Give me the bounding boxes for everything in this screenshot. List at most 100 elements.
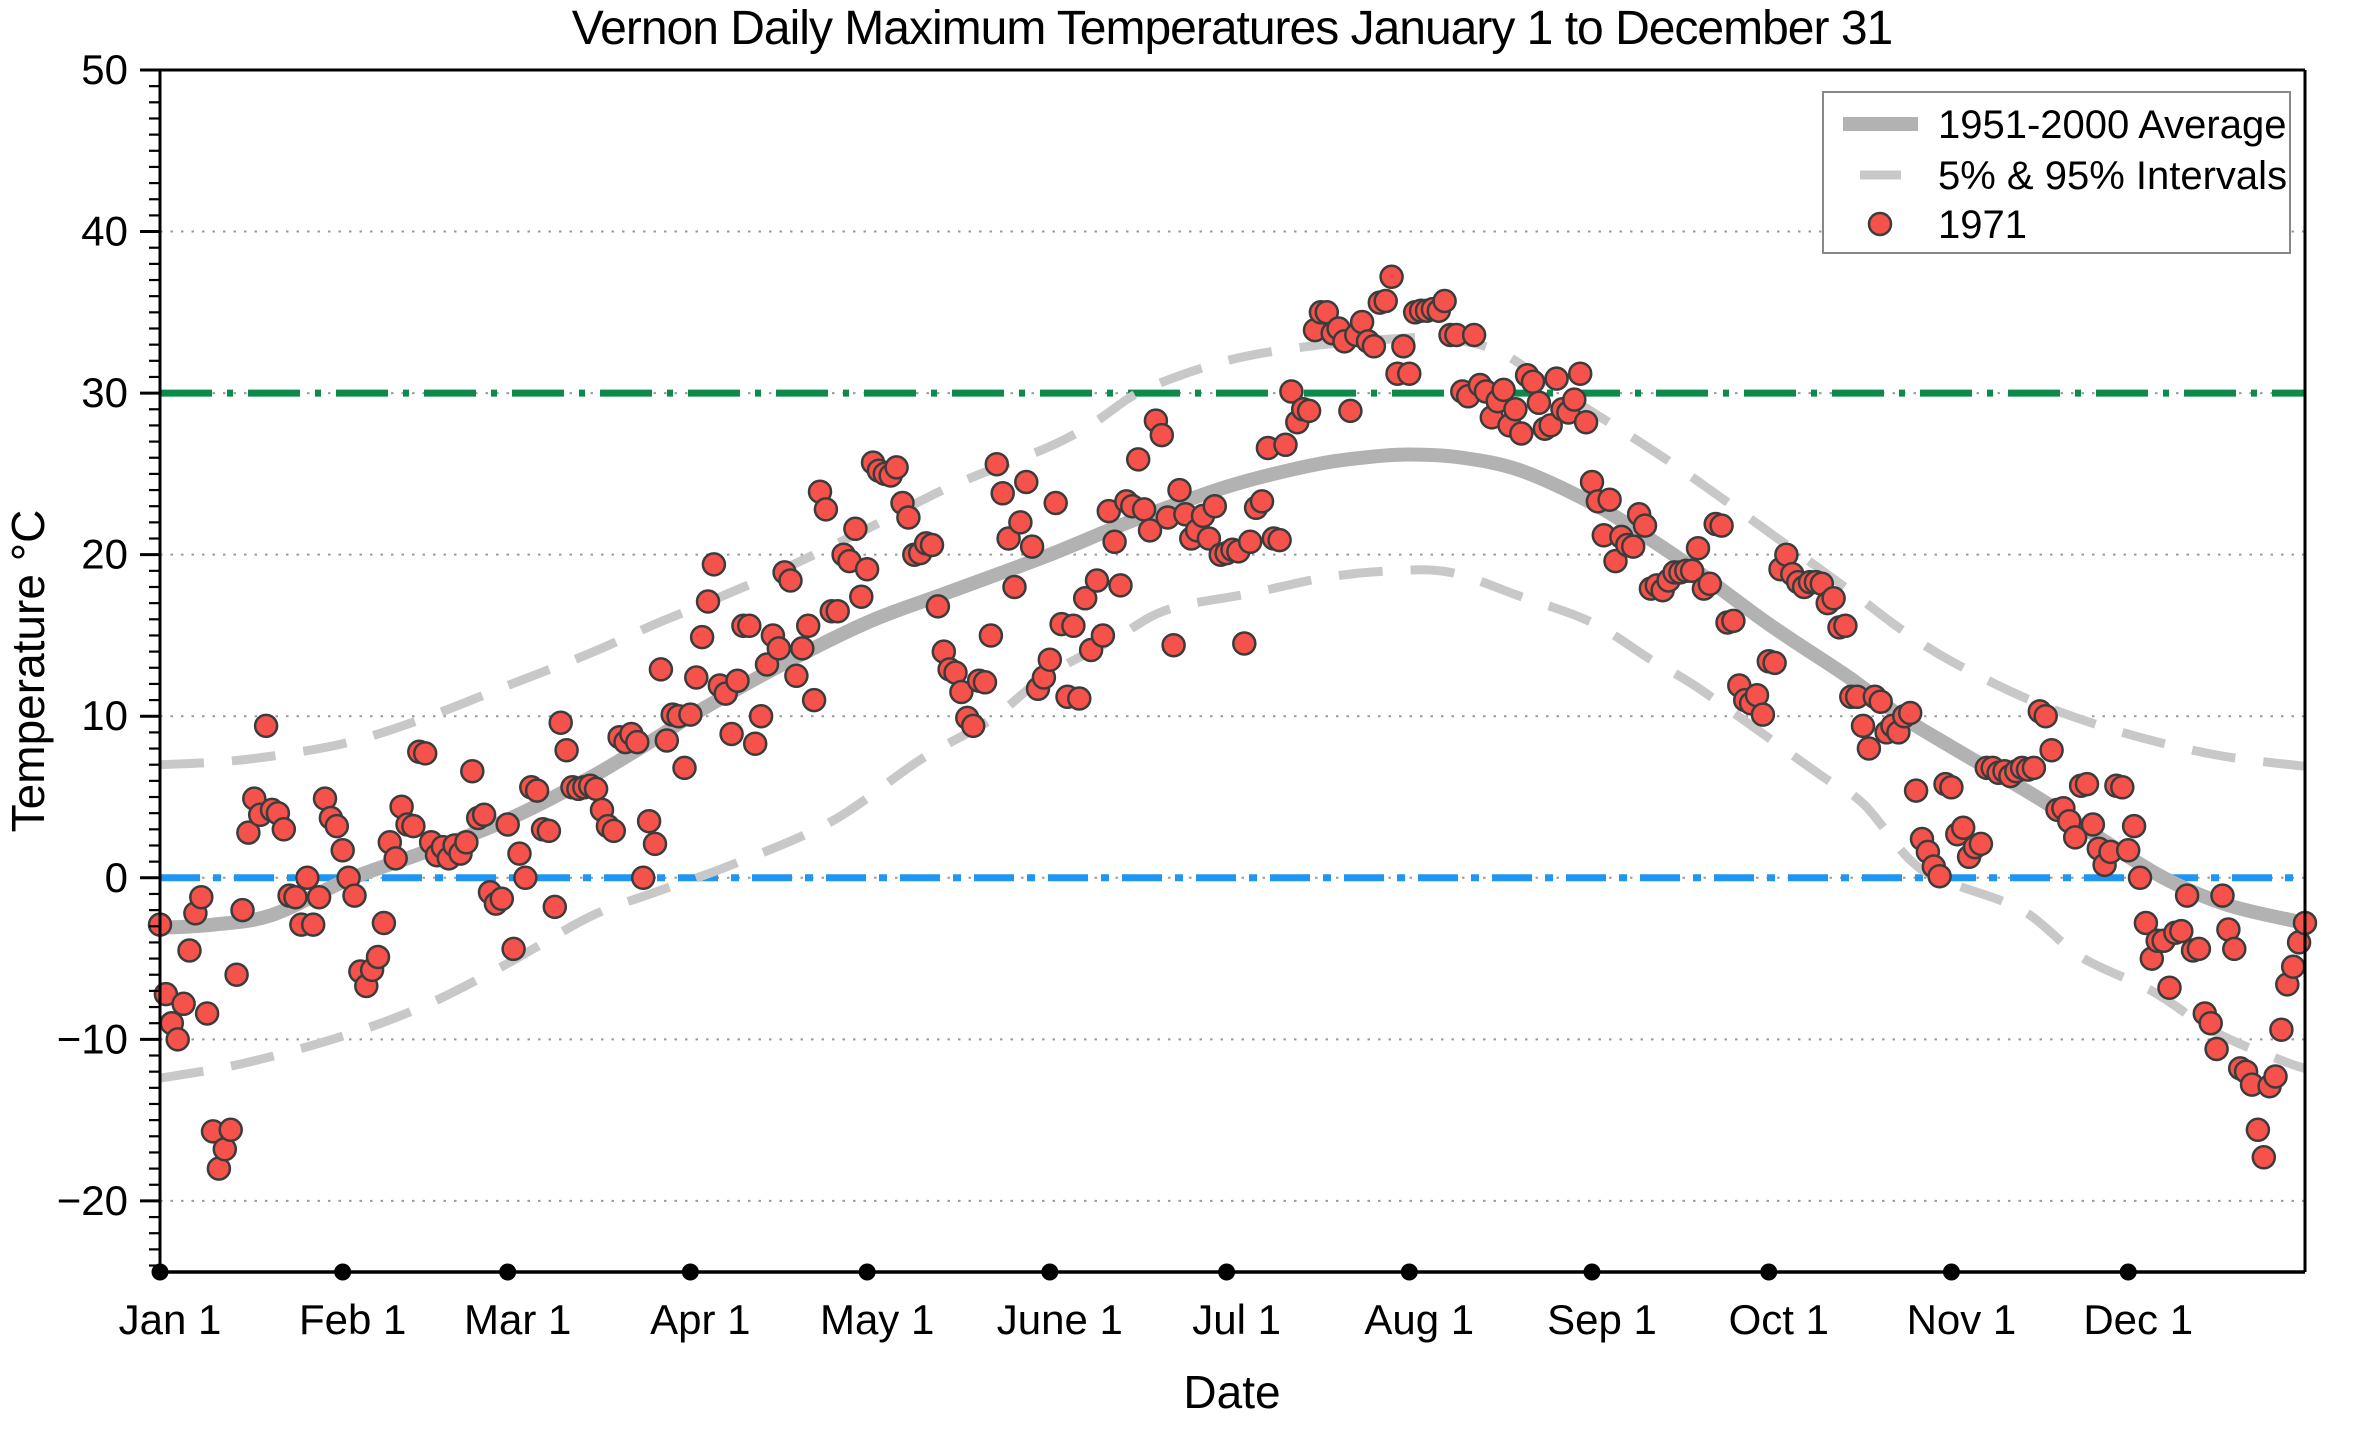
daily-max-point: [1927, 863, 1952, 889]
daily-max-point: [1397, 361, 1422, 386]
daily-max-point: [1296, 398, 1322, 424]
y-tick-label: 0: [105, 854, 128, 901]
daily-max-point: [996, 526, 1021, 551]
daily-max-point: [1750, 702, 1776, 727]
daily-max-point: [1014, 469, 1039, 495]
daily-max-point: [1067, 686, 1092, 711]
daily-max-point: [412, 741, 438, 766]
legend: 1951-2000 Average 5% & 95% Intervals 197…: [1822, 91, 2291, 254]
daily-max-point: [678, 702, 703, 727]
daily-max-point: [2121, 813, 2147, 839]
daily-max-point: [2039, 737, 2064, 763]
daily-max-point: [342, 883, 367, 908]
daily-max-point: [1267, 527, 1292, 553]
daily-max-point: [919, 532, 945, 558]
daily-max-point: [625, 729, 650, 755]
daily-max-point: [548, 710, 573, 735]
daily-max-point: [1102, 529, 1127, 555]
daily-max-point: [1856, 736, 1882, 761]
daily-max-point: [495, 812, 520, 837]
month-tick-label: Oct 1: [1729, 1296, 1829, 1343]
daily-max-point: [1379, 264, 1404, 290]
gridlines-layer: [160, 230, 2305, 1202]
daily-max-point: [2074, 771, 2100, 797]
daily-max-point: [1603, 548, 1628, 574]
daily-max-point: [507, 841, 532, 866]
average-curve: [153, 447, 2312, 935]
daily-max-point: [1509, 421, 1534, 446]
daily-max-point: [742, 731, 768, 756]
daily-max-point: [2222, 936, 2247, 962]
daily-max-point: [1149, 422, 1175, 448]
daily-max-point: [224, 962, 249, 987]
daily-max-point: [2245, 1117, 2271, 1143]
daily-max-point: [1273, 432, 1298, 458]
daily-max-point: [1620, 534, 1646, 559]
y-tick-label: 30: [81, 369, 128, 416]
daily-max-point: [748, 703, 774, 729]
daily-max-point: [1573, 409, 1599, 435]
daily-max-point: [489, 886, 515, 912]
daily-max-point: [2133, 910, 2159, 936]
month-tick-label: May 1: [820, 1296, 934, 1343]
daily-max-point: [1544, 366, 1569, 391]
daily-max-point: [1850, 713, 1876, 739]
month-tick-label: Jan 1: [119, 1296, 222, 1343]
month-tick-label: Feb 1: [299, 1296, 406, 1343]
daily-max-point: [1968, 831, 1994, 857]
daily-max-point: [654, 728, 680, 753]
daily-max-point: [2062, 825, 2088, 850]
daily-max-point: [1084, 568, 1110, 593]
legend-average-label: 1951-2000 Average: [1938, 103, 2286, 147]
daily-max-point: [1125, 447, 1151, 472]
daily-max-point: [1721, 608, 1746, 634]
x-axis-title: Date: [1183, 1366, 1280, 1418]
month-tick-label: Jul 1: [1192, 1296, 1281, 1343]
daily-max-point: [1361, 334, 1387, 359]
daily-max-point: [236, 820, 261, 845]
month-tick-label: Sep 1: [1547, 1296, 1657, 1343]
daily-max-point: [2198, 1010, 2223, 1036]
daily-max-point: [684, 665, 709, 690]
daily-max-point: [306, 884, 332, 910]
daily-max-point: [2251, 1145, 2277, 1170]
daily-max-point: [177, 938, 202, 963]
daily-max-point: [990, 481, 1015, 506]
daily-max-point: [795, 613, 821, 639]
daily-max-point: [1391, 334, 1416, 359]
month-tick-label: Aug 1: [1364, 1296, 1474, 1343]
daily-max-point: [642, 831, 668, 857]
daily-max-point: [1432, 288, 1457, 314]
daily-max-point: [960, 713, 986, 739]
daily-max-point: [253, 713, 279, 739]
daily-max-point: [701, 552, 727, 577]
daily-max-point: [2204, 1036, 2229, 1062]
daily-max-point: [583, 776, 609, 802]
climatology-curves-layer: [153, 332, 2312, 1083]
daily-max-point: [324, 813, 350, 839]
daily-max-point: [1461, 322, 1487, 348]
daily-max-point: [295, 865, 320, 891]
y-axis-title: Temperature °C: [2, 510, 54, 833]
legend-intervals-label: 5% & 95% Intervals: [1938, 154, 2287, 198]
daily-max-point: [2280, 954, 2306, 979]
month-tick-label: Apr 1: [650, 1296, 750, 1343]
daily-max-point: [194, 1001, 220, 1026]
daily-max-point: [849, 584, 874, 609]
daily-max-point: [2021, 755, 2047, 781]
month-tick-label: June 1: [997, 1296, 1123, 1343]
daily-max-point: [1562, 387, 1587, 412]
daily-max-point: [695, 589, 721, 614]
daily-max-point: [165, 1027, 190, 1052]
daily-max-point: [365, 944, 391, 970]
daily-max-point: [501, 936, 526, 962]
daily-max-point: [1868, 689, 1893, 714]
daily-max-point: [189, 884, 214, 910]
daily-max-point: [972, 670, 998, 695]
daily-max-point: [1108, 573, 1133, 598]
daily-max-point: [1762, 650, 1787, 676]
daily-max-point: [636, 808, 662, 834]
daily-max-point: [719, 721, 744, 747]
daily-max-point: [1567, 361, 1593, 386]
daily-max-point: [1833, 613, 1858, 639]
